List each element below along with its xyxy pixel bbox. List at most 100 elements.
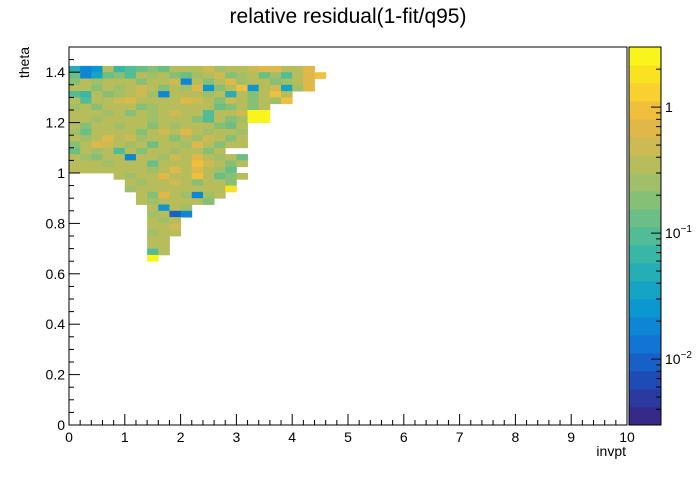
heatmap-cell [158, 160, 170, 168]
heatmap-cell [69, 91, 81, 98]
heatmap-cell [91, 65, 103, 73]
heatmap-cell [214, 185, 226, 193]
heatmap-cell [158, 78, 170, 86]
heatmap-cell [169, 135, 181, 142]
heatmap-cell [102, 160, 115, 168]
colorbar-segment [629, 371, 661, 390]
heatmap-cell [135, 122, 148, 130]
heatmap-cell [135, 84, 148, 92]
heatmap-cell [91, 135, 103, 142]
heatmap-cell [191, 185, 204, 193]
heatmap-cell [147, 236, 159, 243]
heatmap-cell [91, 147, 103, 155]
y-tick-label: 1.2 [46, 115, 66, 131]
heatmap-cell [214, 84, 226, 92]
heatmap-cell [102, 116, 115, 123]
heatmap-cell [102, 166, 115, 174]
heatmap-cell [91, 122, 103, 130]
x-axis: 0 1 2 3 4 5 6 7 8 9 10 [65, 414, 635, 445]
heatmap-cell [169, 116, 181, 123]
x-tick-label: 9 [567, 429, 575, 445]
heatmap-cell [124, 91, 137, 98]
heatmap-cell [225, 110, 237, 117]
heatmap-cell [80, 91, 92, 98]
heatmap-cell [169, 185, 181, 193]
heatmap-cell [147, 204, 159, 212]
heatmap-cell [113, 128, 126, 136]
heatmap-cell [202, 91, 215, 98]
heatmap-cell [124, 72, 137, 79]
heatmap-cell [169, 229, 181, 237]
heatmap-cell [135, 91, 148, 98]
heatmap-cell [102, 97, 115, 105]
heatmap-cell [214, 179, 226, 186]
heatmap-cell [135, 110, 148, 117]
heatmap-cell [124, 110, 137, 117]
heatmap-cell [214, 154, 226, 161]
heatmap-cell [124, 103, 137, 111]
heatmap-cell [69, 122, 81, 130]
colorbar-segment [629, 335, 661, 354]
heatmap-cell [158, 65, 170, 73]
heatmap-cell [258, 91, 271, 98]
heatmap-cell [69, 147, 81, 155]
heatmap-cell [147, 154, 159, 161]
heatmap-cell [158, 135, 170, 142]
heatmap-cell [292, 72, 304, 79]
heatmap-cell [102, 84, 115, 92]
x-tick-label: 3 [233, 429, 241, 445]
heatmap-cell [202, 191, 215, 199]
heatmap-cell [180, 110, 193, 117]
heatmap-cell [69, 97, 81, 105]
heatmap-cell [113, 173, 126, 180]
y-tick-label: 0.8 [46, 215, 66, 231]
heatmap-cell [113, 91, 126, 98]
heatmap-cell [169, 223, 181, 231]
heatmap-cell [169, 97, 181, 105]
colorbar-frame [628, 46, 662, 426]
heatmap-cell [91, 154, 103, 161]
heatmap-cell [102, 135, 115, 142]
heatmap-cell [147, 72, 159, 79]
heatmap-cell [147, 122, 159, 130]
heatmap-cell [135, 78, 148, 86]
heatmap-cell [236, 116, 248, 123]
heatmap-cell [147, 135, 159, 142]
x-tick-label: 0 [65, 429, 73, 445]
heatmap-cell [147, 84, 159, 92]
heatmap-cell [247, 91, 260, 98]
heatmap-cell [191, 154, 204, 161]
heatmap-cell [236, 122, 248, 130]
heatmap-cell [69, 103, 81, 111]
heatmap-cell [202, 122, 215, 130]
heatmap-cell [147, 78, 159, 86]
heatmap-cell [202, 166, 215, 174]
heatmap-cell [292, 78, 304, 86]
colorbar-segment [629, 209, 661, 228]
heatmap-cell [292, 84, 304, 92]
heatmap-cell [158, 97, 170, 105]
heatmap-cell [124, 179, 137, 186]
heatmap-cell [225, 72, 237, 79]
heatmap-cell [236, 65, 248, 73]
heatmap-cell [102, 78, 115, 86]
x-tick-label: 4 [288, 429, 296, 445]
heatmap-cell [258, 78, 271, 86]
y-axis: 0 0.2 0.4 0.6 0.8 1 1.2 1.4 [46, 46, 80, 433]
heatmap-cell [124, 135, 137, 142]
heatmap-cell [202, 72, 215, 79]
heatmap-cell [135, 97, 148, 105]
heatmap-cell [113, 97, 126, 105]
heatmap-cell [247, 103, 260, 111]
colorbar-tick-label: 1 [665, 99, 673, 115]
heatmap-cell [236, 141, 248, 149]
heatmap-cell [169, 173, 181, 180]
heatmap-cell [113, 122, 126, 130]
heatmap-cell [80, 78, 92, 86]
heatmap-cell [113, 72, 126, 79]
heatmap-cell [292, 65, 304, 73]
y-tick-label: 0.4 [46, 316, 66, 332]
heatmap-cell [102, 154, 115, 161]
heatmap-cell [158, 217, 170, 224]
heatmap-cell [147, 128, 159, 136]
